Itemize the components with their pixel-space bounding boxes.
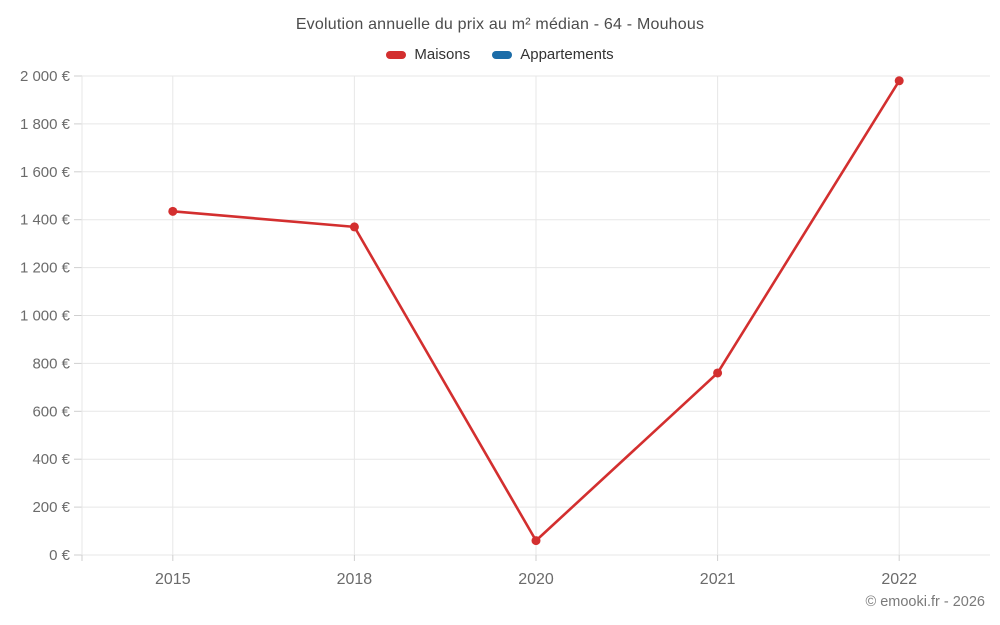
maisons-data-point[interactable]: [349, 222, 359, 232]
legend-label-appartements: Appartements: [520, 46, 614, 63]
credit-text: © emooki.fr - 2026: [865, 594, 985, 610]
x-axis-tick-label: 2018: [337, 571, 373, 588]
y-axis-tick-label: 2 000 €: [20, 68, 71, 85]
y-axis-tick-label: 1 200 €: [20, 260, 71, 277]
chart-title: Evolution annuelle du prix au m² médian …: [295, 16, 705, 33]
y-axis-tick-label: 1 000 €: [20, 308, 71, 325]
y-axis-tick-label: 1 800 €: [20, 116, 71, 133]
appartements-series-swatch: [492, 50, 513, 59]
y-axis-tick-label: 1 600 €: [20, 164, 71, 181]
x-axis-tick-label: 2015: [155, 571, 191, 588]
x-axis-tick-label: 2022: [881, 571, 917, 588]
maisons-data-point[interactable]: [531, 536, 541, 546]
y-axis-tick-label: 400 €: [32, 451, 70, 468]
x-axis-tick-label: 2021: [700, 571, 736, 588]
y-axis-tick-label: 0 €: [49, 547, 71, 564]
y-axis-tick-label: 1 400 €: [20, 212, 71, 229]
legend-label-maisons: Maisons: [414, 46, 471, 63]
maisons-series-swatch: [386, 50, 407, 59]
legend-item-appartements[interactable]: Appartements: [492, 46, 614, 63]
maisons-data-point[interactable]: [713, 368, 723, 378]
legend-item-maisons[interactable]: Maisons: [386, 46, 470, 63]
y-axis-tick-label: 800 €: [32, 355, 70, 372]
y-axis-tick-label: 200 €: [32, 499, 70, 516]
y-axis-tick-label: 600 €: [32, 403, 70, 420]
maisons-data-point[interactable]: [168, 206, 178, 216]
legend: Maisons Appartements: [0, 46, 1000, 63]
x-axis-tick-label: 2020: [518, 571, 554, 588]
maisons-data-point[interactable]: [894, 76, 904, 86]
